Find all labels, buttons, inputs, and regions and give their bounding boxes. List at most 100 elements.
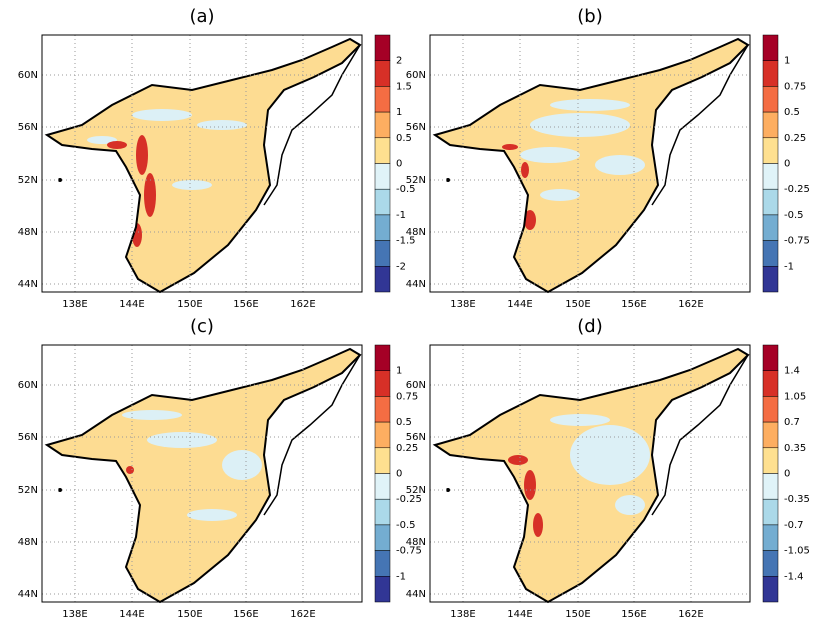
colorbar-label: 1.5 xyxy=(396,81,412,92)
lat-label: 60N xyxy=(18,380,38,391)
lon-label: 144E xyxy=(119,299,144,310)
field-patches xyxy=(122,410,262,521)
map-panel: (b) 60N 56N 52N 48N 44N 138E 144E 150E 156E 162E 1 0… xyxy=(406,6,810,310)
lon-label: 162E xyxy=(290,299,315,310)
colorbar-box xyxy=(762,447,779,474)
negative-patch xyxy=(197,120,247,130)
map-frame xyxy=(429,344,751,603)
colorbar-box xyxy=(762,421,779,449)
kamchatka-coast xyxy=(651,354,749,516)
lat-label: 52N xyxy=(406,175,426,186)
colorbar-label: -0.25 xyxy=(784,184,810,195)
panel-title: (d) xyxy=(577,316,602,337)
map-frame xyxy=(41,34,363,293)
colorbar-label: 0.25 xyxy=(784,133,806,144)
sea-field xyxy=(435,39,748,292)
positive-patch xyxy=(533,513,543,537)
island xyxy=(58,488,62,492)
lon-label: 156E xyxy=(621,299,646,310)
colorbar-box xyxy=(374,111,391,139)
field-patches xyxy=(508,414,650,537)
lat-label: 56N xyxy=(18,122,38,133)
lat-label: 44N xyxy=(406,589,426,600)
panel-title: (b) xyxy=(577,6,602,27)
colorbar-label: 1 xyxy=(396,366,402,377)
panel-title: (c) xyxy=(190,316,214,337)
negative-patch xyxy=(615,495,645,515)
negative-patch xyxy=(570,425,650,485)
colorbar-box xyxy=(374,266,391,293)
lat-label: 48N xyxy=(406,537,426,548)
lon-label: 156E xyxy=(621,609,646,620)
colorbar-box xyxy=(762,34,779,61)
lat-label: 44N xyxy=(406,279,426,290)
colorbar-box xyxy=(762,498,779,526)
field-patches xyxy=(87,109,247,247)
kamchatka-coast xyxy=(263,44,361,206)
island xyxy=(446,178,450,182)
kamchatka-coast xyxy=(263,354,361,516)
colorbar-label: -0.35 xyxy=(784,494,810,505)
positive-patch xyxy=(107,141,127,149)
sea-field xyxy=(47,39,360,292)
lat-label: 60N xyxy=(406,380,426,391)
lon-label: 150E xyxy=(177,299,202,310)
colorbar-box xyxy=(762,111,779,139)
colorbar-box xyxy=(762,473,779,500)
lon-label: 144E xyxy=(119,609,144,620)
positive-patch xyxy=(521,162,529,178)
lat-label: 56N xyxy=(406,432,426,443)
colorbar-box xyxy=(374,447,391,474)
map-panel: (d) 60N 56N 52N 48N 44N 138E 144E 150E 156E 162E 1.… xyxy=(406,316,810,620)
lon-label: 144E xyxy=(507,609,532,620)
negative-patch xyxy=(222,450,262,480)
lat-label: 48N xyxy=(18,537,38,548)
colorbar-box xyxy=(374,344,391,371)
field-patches xyxy=(502,99,645,230)
colorbar-label: 0 xyxy=(784,469,790,480)
colorbar-label: -0.75 xyxy=(396,546,422,557)
sea-field xyxy=(47,349,360,602)
lat-label: 60N xyxy=(406,70,426,81)
colorbar-label: 0.25 xyxy=(396,443,418,454)
colorbar-label: -0.75 xyxy=(784,236,810,247)
colorbar-label: -1 xyxy=(396,210,406,221)
colorbar-label: 0.5 xyxy=(396,133,412,144)
map-panel: (a) 60N 56N 52N 48N 44N 138E 144E 150E 156E 162E 2 1… xyxy=(18,6,416,310)
colorbar-label: 1 xyxy=(396,107,402,118)
lon-label: 138E xyxy=(62,609,87,620)
colorbar-label: -0.7 xyxy=(784,520,804,531)
colorbar-box xyxy=(762,266,779,293)
colorbar-label: 0.5 xyxy=(784,107,800,118)
colorbar-box xyxy=(762,370,779,397)
lon-label: 162E xyxy=(678,609,703,620)
colorbar-label: -0.5 xyxy=(784,210,804,221)
lon-label: 162E xyxy=(290,609,315,620)
lon-label: 138E xyxy=(62,299,87,310)
colorbar-box xyxy=(762,214,779,241)
colorbar-box xyxy=(374,576,391,603)
colorbar-label: 1.4 xyxy=(784,366,800,377)
colorbar-label: -2 xyxy=(396,261,406,272)
panel-title: (a) xyxy=(189,6,214,27)
colorbar-box xyxy=(374,524,391,551)
colorbar-box xyxy=(374,60,391,87)
colorbar-label: 0.5 xyxy=(396,417,412,428)
colorbar-box xyxy=(762,163,779,190)
colorbar-box xyxy=(762,396,779,423)
colorbar-box xyxy=(762,86,779,113)
colorbar-box xyxy=(374,34,391,61)
lat-label: 44N xyxy=(18,589,38,600)
colorbar-box xyxy=(374,473,391,500)
lon-label: 138E xyxy=(450,609,475,620)
positive-patch xyxy=(144,173,156,217)
colorbar-label: -1 xyxy=(784,261,794,272)
colorbar-label: -1.5 xyxy=(396,236,416,247)
colorbar-label: 1.05 xyxy=(784,391,806,402)
colorbar-label: 0.75 xyxy=(396,391,418,402)
negative-patch xyxy=(187,509,237,521)
colorbar-label: 0.35 xyxy=(784,443,806,454)
colorbar-label: 0 xyxy=(396,469,402,480)
colorbar-box xyxy=(374,421,391,449)
